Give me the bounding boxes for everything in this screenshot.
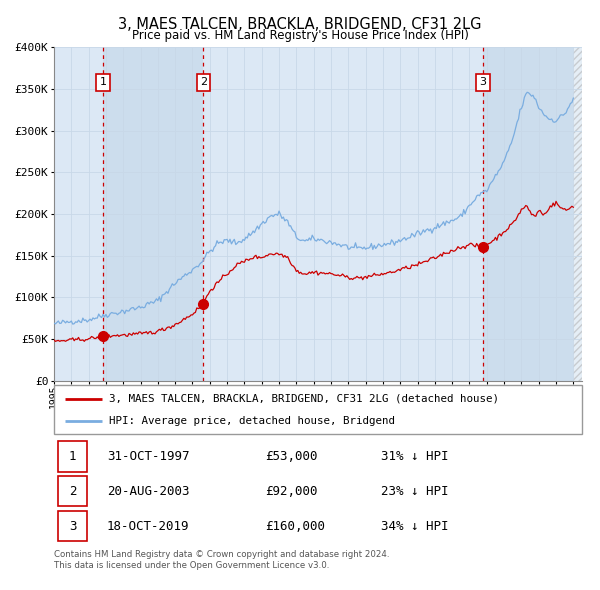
Text: 1: 1 [69,450,76,463]
Text: 31-OCT-1997: 31-OCT-1997 [107,450,190,463]
Text: 31% ↓ HPI: 31% ↓ HPI [382,450,449,463]
Text: 2: 2 [69,484,76,498]
Text: £160,000: £160,000 [265,520,325,533]
Bar [203,47,483,381]
Text: 3: 3 [479,77,487,87]
Text: HPI: Average price, detached house, Bridgend: HPI: Average price, detached house, Brid… [109,416,395,426]
Text: This data is licensed under the Open Government Licence v3.0.: This data is licensed under the Open Gov… [54,560,329,569]
Bar [574,47,582,381]
Text: 3, MAES TALCEN, BRACKLA, BRIDGEND, CF31 2LG (detached house): 3, MAES TALCEN, BRACKLA, BRIDGEND, CF31 … [109,394,499,404]
Text: 23% ↓ HPI: 23% ↓ HPI [382,484,449,498]
Text: 3: 3 [69,520,76,533]
Text: 20-AUG-2003: 20-AUG-2003 [107,484,190,498]
Bar [483,47,582,381]
Bar [58,476,87,506]
Text: 1: 1 [100,77,107,87]
Text: 18-OCT-2019: 18-OCT-2019 [107,520,190,533]
Text: £53,000: £53,000 [265,450,318,463]
Text: 3, MAES TALCEN, BRACKLA, BRIDGEND, CF31 2LG: 3, MAES TALCEN, BRACKLA, BRIDGEND, CF31 … [118,17,482,31]
Bar [54,47,103,381]
Text: 2: 2 [200,77,207,87]
Text: 34% ↓ HPI: 34% ↓ HPI [382,520,449,533]
Text: £92,000: £92,000 [265,484,318,498]
Text: Price paid vs. HM Land Registry's House Price Index (HPI): Price paid vs. HM Land Registry's House … [131,30,469,42]
Bar [103,47,203,381]
Bar [58,511,87,542]
Bar [58,441,87,471]
Text: Contains HM Land Registry data © Crown copyright and database right 2024.: Contains HM Land Registry data © Crown c… [54,550,389,559]
